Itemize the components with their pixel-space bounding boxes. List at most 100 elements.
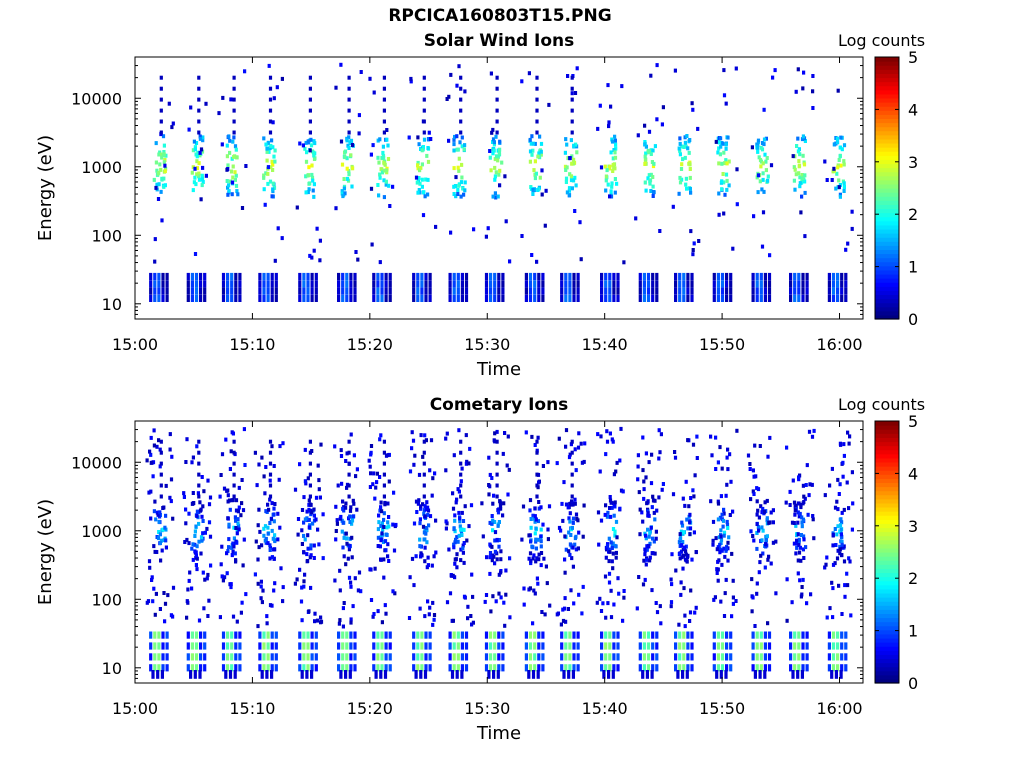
spectrogram-cell	[841, 474, 845, 479]
spectrogram-cell	[636, 453, 640, 458]
spectrogram-cell	[310, 294, 314, 302]
spectrogram-cell	[568, 294, 572, 302]
spectrogram-cell	[840, 542, 844, 547]
spectrogram-cell	[600, 653, 604, 661]
spectrogram-cell	[751, 653, 755, 661]
spectrogram-cell	[221, 95, 225, 100]
spectrogram-cell	[576, 287, 580, 295]
spectrogram-cell	[490, 544, 494, 549]
spectrogram-cell	[382, 494, 386, 499]
spectrogram-cell	[379, 524, 383, 528]
spectrogram-cell	[314, 642, 318, 650]
spectrogram-cell	[498, 168, 502, 173]
spectrogram-cell	[232, 108, 236, 113]
spectrogram-cell	[557, 436, 561, 441]
spectrogram-cell	[724, 547, 728, 552]
spectrogram-cell	[157, 182, 161, 187]
spectrogram-cell	[262, 631, 266, 639]
spectrogram-cell	[384, 631, 388, 639]
spectrogram-cell	[801, 653, 805, 661]
spectrogram-cell	[266, 165, 270, 170]
spectrogram-cell	[827, 631, 831, 639]
spectrogram-cell	[725, 178, 729, 183]
colorbar-segment	[875, 122, 899, 128]
spectrogram-cell	[831, 272, 836, 281]
spectrogram-cell	[492, 140, 496, 145]
spectrogram-cell	[462, 527, 466, 532]
colorbar-segment	[875, 192, 899, 197]
spectrogram-cell	[420, 664, 424, 672]
spectrogram-cell	[495, 461, 499, 466]
spectrogram-cell	[266, 140, 270, 145]
spectrogram-cell	[219, 473, 223, 477]
spectrogram-cell	[200, 177, 204, 182]
spectrogram-cell	[302, 579, 306, 584]
spectrogram-cell	[527, 71, 531, 76]
spectrogram-cell	[638, 272, 642, 281]
spectrogram-cell	[608, 280, 612, 288]
spectrogram-cell	[195, 509, 199, 514]
spectrogram-cell	[276, 511, 280, 516]
spectrogram-cell	[570, 97, 574, 102]
spectrogram-cell	[269, 143, 273, 148]
spectrogram-cell	[266, 502, 270, 507]
spectrogram-cell	[759, 653, 763, 661]
spectrogram-cell	[796, 670, 800, 679]
spectrogram-cell	[384, 453, 389, 458]
spectrogram-cell	[844, 280, 848, 288]
spectrogram-cell	[751, 534, 755, 538]
spectrogram-cell	[349, 294, 353, 302]
spectrogram-cell	[715, 670, 719, 679]
spectrogram-cell	[762, 189, 766, 194]
spectrogram-cell	[221, 578, 225, 583]
spectrogram-cell	[236, 517, 240, 522]
spectrogram-cell	[306, 139, 310, 144]
spectrogram-cell	[609, 500, 613, 505]
spectrogram-cell	[232, 450, 236, 455]
spectrogram-cell	[785, 445, 789, 450]
spectrogram-cell	[678, 141, 682, 146]
spectrogram-cell	[460, 670, 464, 679]
spectrogram-cell	[677, 540, 681, 545]
spectrogram-cell	[673, 68, 677, 73]
spectrogram-cell	[674, 272, 678, 281]
spectrogram-cell	[681, 157, 685, 162]
spectrogram-cell	[448, 280, 452, 288]
spectrogram-cell	[278, 525, 282, 530]
spectrogram-cell	[304, 174, 308, 179]
spectrogram-cell	[460, 280, 464, 288]
spectrogram-cell	[693, 610, 697, 615]
spectrogram-cell	[800, 592, 804, 597]
spectrogram-cell	[828, 483, 832, 488]
spectrogram-cell	[268, 97, 273, 102]
spectrogram-cell	[386, 542, 390, 547]
spectrogram-cell	[308, 450, 312, 455]
colorbar-segment	[875, 539, 899, 545]
spectrogram-cell	[803, 496, 807, 501]
colorbar-segment	[875, 126, 899, 132]
spectrogram-cell	[566, 505, 570, 510]
spectrogram-cell	[642, 479, 646, 484]
spectrogram-cell	[452, 642, 456, 650]
spectrogram-cell	[157, 664, 161, 672]
spectrogram-cell	[459, 194, 463, 199]
spectrogram-cell	[427, 612, 431, 617]
spectrogram-cell	[258, 287, 262, 295]
spectrogram-cell	[812, 536, 816, 541]
spectrogram-cell	[562, 670, 566, 679]
spectrogram-cell	[528, 159, 532, 164]
spectrogram-cell	[265, 158, 269, 163]
spectrogram-cell	[567, 188, 571, 193]
spectrogram-cell	[309, 143, 314, 148]
spectrogram-cell	[493, 165, 497, 170]
spectrogram-cell	[683, 545, 687, 550]
spectrogram-cell	[481, 534, 485, 539]
colorbar-segment	[875, 134, 899, 140]
spectrogram-cell	[792, 500, 797, 505]
spectrogram-cell	[194, 141, 199, 145]
spectrogram-cell	[792, 165, 796, 170]
spectrogram-cell	[308, 148, 312, 153]
colorbar-segment	[875, 188, 899, 193]
spectrogram-cell	[690, 631, 694, 639]
spectrogram-cell	[714, 467, 718, 471]
